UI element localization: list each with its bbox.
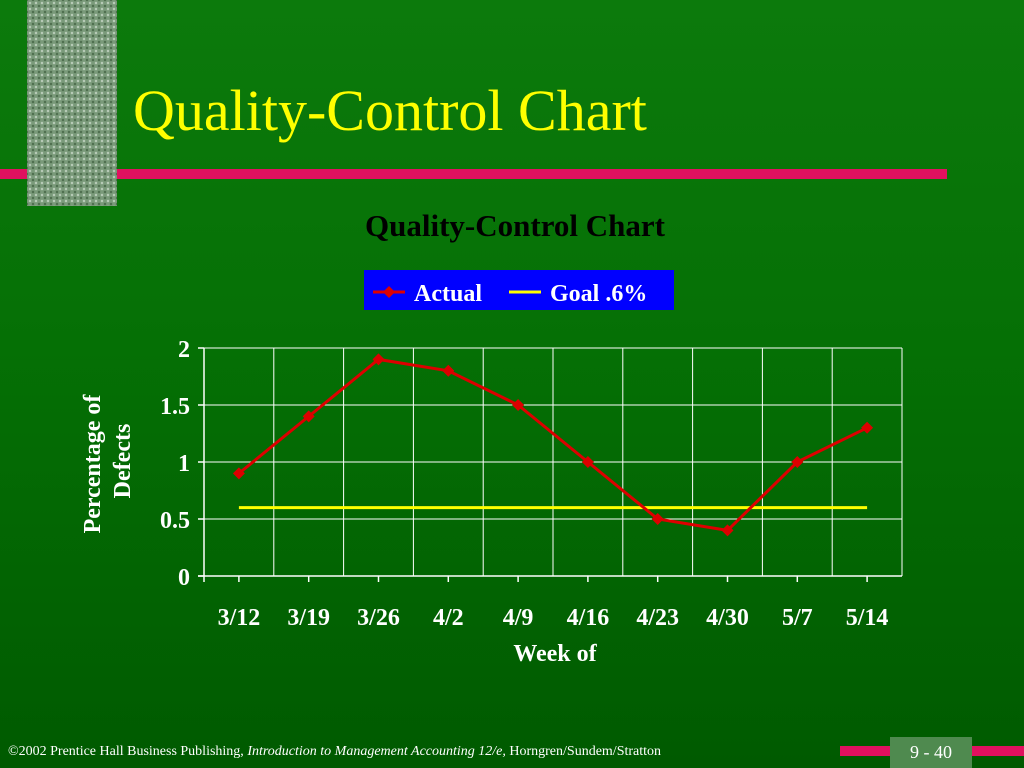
x-tick-label: 4/9 [503, 605, 534, 631]
actual-point-marker [372, 353, 385, 366]
page-number: 9 - 40 [890, 737, 972, 768]
x-tick-label: 3/12 [218, 605, 261, 631]
actual-point-marker [861, 421, 874, 434]
x-tick-label: 4/2 [433, 605, 464, 631]
footer-bar-right [972, 746, 1024, 756]
x-tick-label: 3/26 [357, 605, 400, 631]
y-tick-label: 2 [178, 337, 190, 363]
legend-box [364, 270, 674, 310]
title-divider-left [0, 169, 27, 179]
y-axis-label-line-1: Percentage of [80, 394, 106, 534]
y-tick-label: 1.5 [160, 394, 190, 420]
actual-point-marker [791, 456, 804, 468]
footer-copyright: ©2002 Prentice Hall Business Publishing, [8, 744, 244, 759]
actual-point-marker [651, 513, 664, 525]
y-tick-label: 0 [178, 565, 190, 591]
x-tick-label: 4/30 [706, 605, 749, 631]
actual-line [237, 357, 868, 533]
y-axis-label-line-2: Defects [110, 424, 136, 499]
actual-point-marker [232, 467, 245, 480]
actual-point-marker [512, 399, 525, 411]
footer-authors: Horngren/Sundem/Stratton [509, 744, 662, 759]
actual-point-marker [581, 456, 594, 468]
footer-book-title: Introduction to Management Accounting 12… [247, 744, 506, 759]
y-tick-label: 0.5 [160, 508, 190, 534]
chart-title: Quality-Control Chart [365, 208, 666, 243]
actual-point-marker [721, 524, 734, 537]
footer-citation: ©2002 Prentice Hall Business Publishing,… [8, 744, 661, 760]
legend-goal-label: Goal .6% [550, 281, 647, 307]
y-tick-labels: 0 0.5 1 1.5 2 [160, 337, 190, 591]
x-tick-label: 4/16 [567, 605, 610, 631]
chart-legend: Actual Goal .6% [364, 270, 674, 310]
quality-control-chart: Quality-Control Chart Actual Goal .6% 00… [80, 208, 902, 667]
actual-series [232, 353, 874, 537]
y-axis-label: Percentage of Defects [80, 389, 136, 534]
legend-actual-label: Actual [414, 281, 482, 307]
slide-title: Quality-Control Chart [133, 78, 647, 143]
x-tick-label: 3/19 [287, 605, 330, 631]
x-tick-label: 5/14 [846, 605, 889, 631]
plot-axes [198, 347, 902, 582]
x-axis-label: Week of [513, 641, 597, 667]
x-tick-labels: 3/12 3/19 3/26 4/2 4/9 4/16 4/23 4/30 5/7 5/14 [218, 605, 889, 631]
footer-bar-left [840, 746, 890, 756]
legend-actual-marker [383, 286, 395, 298]
actual-point-marker [442, 364, 455, 377]
decorative-pattern-tile [27, 0, 117, 206]
actual-point-marker [302, 410, 315, 423]
title-divider-right [117, 169, 947, 179]
x-tick-label: 5/7 [782, 605, 813, 631]
x-tick-label: 4/23 [636, 605, 679, 631]
y-tick-label: 1 [178, 451, 190, 477]
